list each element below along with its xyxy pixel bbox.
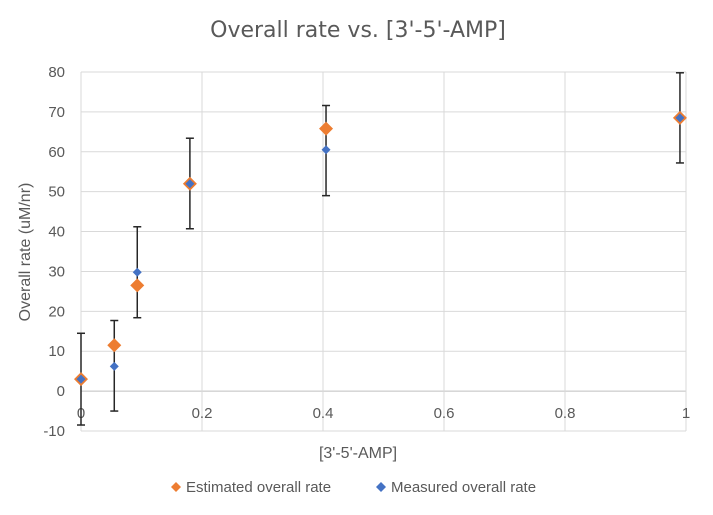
y-tick-label: 40 [48, 224, 65, 241]
y-tick-label: 70 [48, 104, 65, 121]
y-axis-label: Overall rate (uM/nr) [17, 183, 34, 322]
legend: Estimated overall rate Measured overall r… [171, 479, 536, 496]
y-tick-label: 0 [57, 383, 65, 400]
measured-rate-point [321, 145, 331, 155]
y-tick-label: 80 [48, 64, 65, 81]
y-tick-label: 60 [48, 144, 65, 161]
chart-title: Overall rate vs. [3'-5'-AMP] [210, 18, 506, 43]
x-tick-label: 0.8 [555, 405, 576, 422]
estimated-rate-point [319, 121, 334, 136]
estimated-rate-point [107, 338, 122, 353]
y-tick-label: 50 [48, 184, 65, 201]
legend-marker [171, 482, 181, 492]
legend-label: Estimated overall rate [186, 479, 331, 496]
measured-rate-point [109, 361, 119, 371]
gridlines [80, 71, 687, 432]
x-tick-label: 0.6 [434, 405, 455, 422]
y-tick-label: 20 [48, 303, 65, 320]
estimated-rate-point [130, 278, 145, 293]
y-tick-label: 30 [48, 263, 65, 280]
x-axis-label: [3'-5'-AMP] [319, 445, 397, 462]
legend-marker [376, 482, 386, 492]
y-tick-label: 10 [48, 343, 65, 360]
x-tick-label: 0.4 [313, 405, 334, 422]
measured-rate-point [76, 374, 86, 384]
x-tick-label: 1 [682, 405, 690, 422]
data-series [74, 110, 687, 387]
x-tick-label: 0.2 [192, 405, 213, 422]
y-axis-ticks: -10 0 10 20 30 40 50 60 70 80 [43, 64, 65, 440]
y-tick-label: -10 [43, 423, 65, 440]
legend-label: Measured overall rate [391, 479, 536, 496]
measured-rate-point [675, 113, 685, 123]
measured-rate-point [132, 267, 142, 277]
measured-rate-point [185, 179, 195, 189]
